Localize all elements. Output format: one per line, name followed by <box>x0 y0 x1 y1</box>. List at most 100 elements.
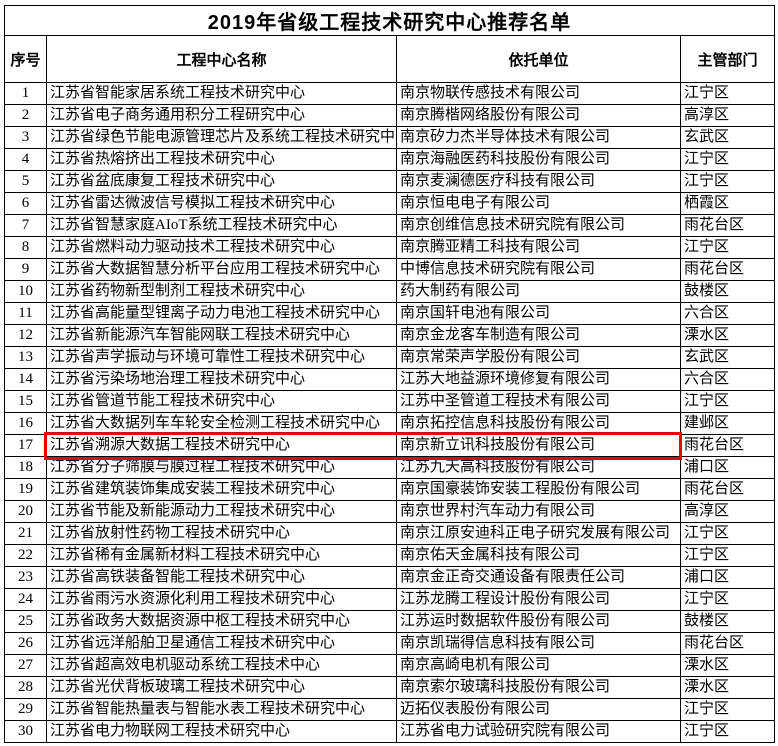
dept-cell: 高淳区 <box>680 104 775 127</box>
row-number-cell: 5 <box>4 170 47 193</box>
center-name-cell: 江苏省污染场地治理工程技术研究中心 <box>46 368 397 391</box>
center-name-cell: 江苏省新能源汽车智能网联工程技术研究中心 <box>46 324 397 347</box>
dept-cell: 江宁区 <box>680 390 775 413</box>
table-row: 11 江苏省高能量型锂离子动力电池工程技术研究中心 南京国轩电池有限公司 六合区 <box>4 302 775 325</box>
unit-cell: 江苏运时数据软件股份有限公司 <box>396 610 681 633</box>
row-number-cell: 11 <box>4 302 47 325</box>
unit-cell: 迈拓仪表股份有限公司 <box>396 698 681 721</box>
unit-cell: 南京索尔玻璃科技股份有限公司 <box>396 676 681 699</box>
unit-cell: 南京国轩电池有限公司 <box>396 302 681 325</box>
table-row: 20 江苏省节能及新能源动力工程技术研究中心 南京世界村汽车动力有限公司 高淳区 <box>4 500 775 523</box>
center-name-cell: 江苏省高铁装备智能工程技术研究中心 <box>46 566 397 589</box>
dept-cell: 雨花台区 <box>680 214 775 237</box>
center-name-cell: 江苏省电子商务通用积分工程研究中心 <box>46 104 397 127</box>
row-number-cell: 10 <box>4 280 47 303</box>
center-name-cell: 江苏省智能家居系统工程技术研究中心 <box>46 82 397 105</box>
dept-cell: 浦口区 <box>680 456 775 479</box>
table-row: 14 江苏省污染场地治理工程技术研究中心 江苏大地益源环境修复有限公司 六合区 <box>4 368 775 391</box>
table-row: 1 江苏省智能家居系统工程技术研究中心 南京物联传感技术有限公司 江宁区 <box>4 82 775 105</box>
row-number-cell: 4 <box>4 148 47 171</box>
row-number-cell: 25 <box>4 610 47 633</box>
unit-cell: 南京国豪装饰安装工程股份有限公司 <box>396 478 681 501</box>
table-row: 30 江苏省电力物联网工程技术研究中心 江苏省电力试验研究院有限公司 江宁区 <box>4 720 775 743</box>
table-row: 5 江苏省盆底康复工程技术研究中心 南京麦澜德医疗科技有限公司 江宁区 <box>4 170 775 193</box>
unit-cell: 南京凯瑞得信息科技有限公司 <box>396 632 681 655</box>
row-number-cell: 7 <box>4 214 47 237</box>
dept-cell: 玄武区 <box>680 126 775 149</box>
dept-cell: 六合区 <box>680 302 775 325</box>
center-name-cell: 江苏省超高效电机驱动系统工程技术中心 <box>46 654 397 677</box>
row-number-cell: 6 <box>4 192 47 215</box>
row-number-cell: 18 <box>4 456 47 479</box>
dept-cell: 溧水区 <box>680 676 775 699</box>
row-number-cell: 30 <box>4 720 47 743</box>
dept-cell: 雨花台区 <box>680 632 775 655</box>
unit-cell: 江苏省电力试验研究院有限公司 <box>396 720 681 743</box>
dept-cell: 六合区 <box>680 368 775 391</box>
unit-cell: 南京新立讯科技股份有限公司 <box>396 434 681 457</box>
dept-cell: 江宁区 <box>680 698 775 721</box>
unit-cell: 南京物联传感技术有限公司 <box>396 82 681 105</box>
center-name-cell: 江苏省稀有金属新材料工程技术研究中心 <box>46 544 397 567</box>
row-number-cell: 2 <box>4 104 47 127</box>
unit-cell: 南京麦澜德医疗科技有限公司 <box>396 170 681 193</box>
dept-cell: 江宁区 <box>680 720 775 743</box>
dept-cell: 江宁区 <box>680 588 775 611</box>
column-header-no: 序号 <box>4 35 47 83</box>
title-row: 2019年省级工程技术研究中心推荐名单 <box>4 5 775 36</box>
table-row: 24 江苏省雨污水资源化利用工程技术研究中心 江苏龙腾工程设计股份有限公司 江宁… <box>4 588 775 611</box>
row-number-cell: 28 <box>4 676 47 699</box>
table-row: 25 江苏省政务大数据资源中枢工程技术研究中心 江苏运时数据软件股份有限公司 鼓… <box>4 610 775 633</box>
row-number-cell: 24 <box>4 588 47 611</box>
center-name-cell: 江苏省智能热量表与智能水表工程技术研究中心 <box>46 698 397 721</box>
dept-cell: 建邺区 <box>680 412 775 435</box>
dept-cell: 雨花台区 <box>680 434 775 457</box>
dept-cell: 江宁区 <box>680 82 775 105</box>
dept-cell: 江宁区 <box>680 522 775 545</box>
center-name-cell: 江苏省建筑装饰集成安装工程技术研究中心 <box>46 478 397 501</box>
row-number-cell: 20 <box>4 500 47 523</box>
dept-cell: 江宁区 <box>680 236 775 259</box>
table-row: 13 江苏省声学振动与环境可靠性工程技术研究中心 南京常荣声学股份有限公司 玄武… <box>4 346 775 369</box>
dept-cell: 高淳区 <box>680 500 775 523</box>
unit-cell: 南京常荣声学股份有限公司 <box>396 346 681 369</box>
unit-cell: 南京高崎电机有限公司 <box>396 654 681 677</box>
unit-cell: 南京拓控信息科技股份有限公司 <box>396 412 681 435</box>
table-body: 1 江苏省智能家居系统工程技术研究中心 南京物联传感技术有限公司 江宁区 2 江… <box>4 82 775 743</box>
dept-cell: 江宁区 <box>680 544 775 567</box>
table-row: 2 江苏省电子商务通用积分工程研究中心 南京腾楷网络股份有限公司 高淳区 <box>4 104 775 127</box>
row-number-cell: 3 <box>4 126 47 149</box>
row-number-cell: 21 <box>4 522 47 545</box>
column-header-unit: 依托单位 <box>396 35 681 83</box>
unit-cell: 南京江原安迪科正电子研究发展有限公司 <box>396 522 681 545</box>
center-name-cell: 江苏省高能量型锂离子动力电池工程技术研究中心 <box>46 302 397 325</box>
table-row: 17 江苏省溯源大数据工程技术研究中心 南京新立讯科技股份有限公司 雨花台区 <box>4 434 775 457</box>
row-number-cell: 16 <box>4 412 47 435</box>
unit-cell: 南京金龙客车制造有限公司 <box>396 324 681 347</box>
center-name-cell: 江苏省电力物联网工程技术研究中心 <box>46 720 397 743</box>
unit-cell: 江苏龙腾工程设计股份有限公司 <box>396 588 681 611</box>
unit-cell: 南京佑天金属科技有限公司 <box>396 544 681 567</box>
center-name-cell: 江苏省绿色节能电源管理芯片及系统工程技术研究中心 <box>46 126 397 149</box>
row-number-cell: 27 <box>4 654 47 677</box>
center-name-cell: 江苏省药物新型制剂工程技术研究中心 <box>46 280 397 303</box>
row-number-cell: 29 <box>4 698 47 721</box>
table-row: 10 江苏省药物新型制剂工程技术研究中心 药大制药有限公司 鼓楼区 <box>4 280 775 303</box>
table-row: 21 江苏省放射性药物工程技术研究中心 南京江原安迪科正电子研究发展有限公司 江… <box>4 522 775 545</box>
center-name-cell: 江苏省管道节能工程技术研究中心 <box>46 390 397 413</box>
table-row: 26 江苏省远洋船舶卫星通信工程技术研究中心 南京凯瑞得信息科技有限公司 雨花台… <box>4 632 775 655</box>
center-name-cell: 江苏省燃料动力驱动技术工程技术研究中心 <box>46 236 397 259</box>
table-row: 28 江苏省光伏背板玻璃工程技术研究中心 南京索尔玻璃科技股份有限公司 溧水区 <box>4 676 775 699</box>
row-number-cell: 8 <box>4 236 47 259</box>
table-row: 9 江苏省大数据智慧分析平台应用工程技术研究中心 中博信息技术研究院有限公司 雨… <box>4 258 775 281</box>
center-name-cell: 江苏省雷达微波信号模拟工程技术研究中心 <box>46 192 397 215</box>
unit-cell: 江苏中圣管道工程技术有限公司 <box>396 390 681 413</box>
table-row: 23 江苏省高铁装备智能工程技术研究中心 南京金正奇交通设备有限责任公司 浦口区 <box>4 566 775 589</box>
table-row: 3 江苏省绿色节能电源管理芯片及系统工程技术研究中心 南京矽力杰半导体技术有限公… <box>4 126 775 149</box>
dept-cell: 雨花台区 <box>680 258 775 281</box>
row-number-cell: 26 <box>4 632 47 655</box>
unit-cell: 药大制药有限公司 <box>396 280 681 303</box>
table-row: 15 江苏省管道节能工程技术研究中心 江苏中圣管道工程技术有限公司 江宁区 <box>4 390 775 413</box>
dept-cell: 玄武区 <box>680 346 775 369</box>
unit-cell: 中博信息技术研究院有限公司 <box>396 258 681 281</box>
